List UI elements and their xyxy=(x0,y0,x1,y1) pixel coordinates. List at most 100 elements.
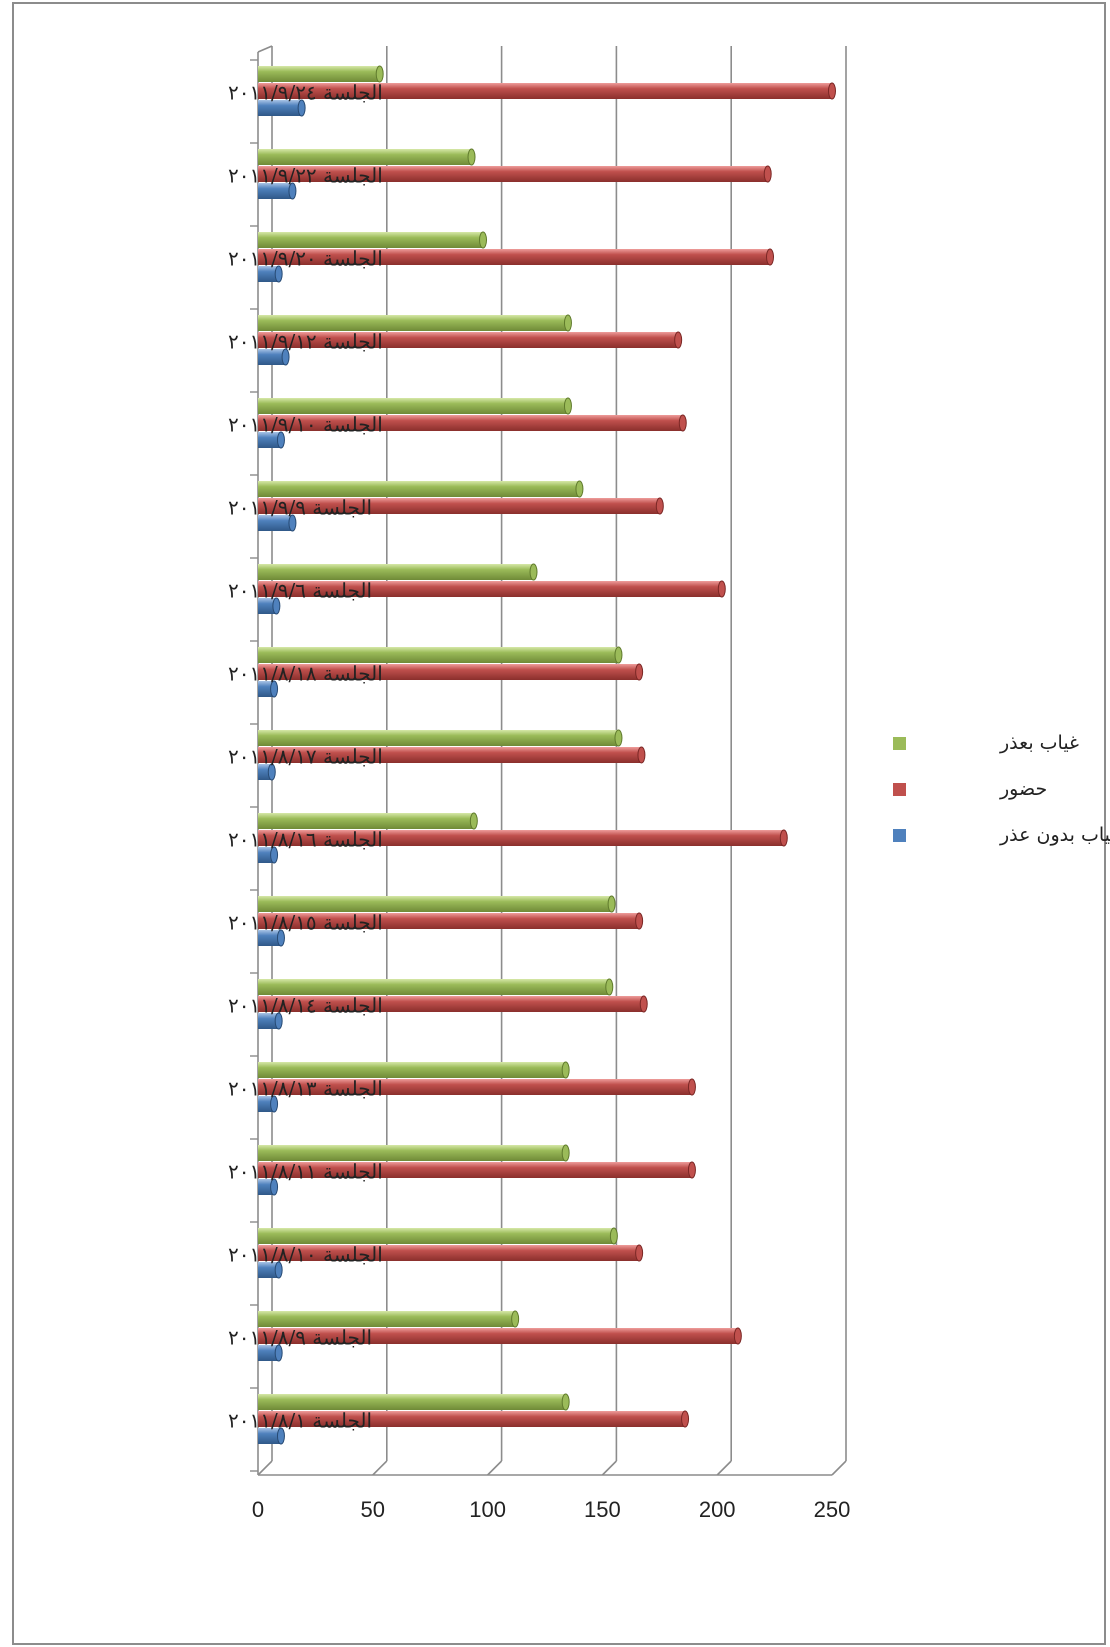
bar-body xyxy=(258,681,275,697)
bar-body xyxy=(258,664,640,680)
category-label: الجلسة ٢٠١١/٨/١٨ xyxy=(228,662,383,686)
legend-swatch xyxy=(893,737,906,750)
bar xyxy=(258,1344,283,1362)
bar xyxy=(258,663,644,681)
bar-cap xyxy=(561,1144,570,1162)
bar-cap xyxy=(288,514,297,532)
bar xyxy=(258,1393,570,1411)
bar-body xyxy=(258,1096,275,1112)
bar-cap xyxy=(733,1327,742,1345)
bar-cap xyxy=(635,663,644,681)
bar xyxy=(258,580,726,598)
bar-body xyxy=(258,1228,614,1244)
x-tick-label: 50 xyxy=(361,1497,385,1522)
bar-cap xyxy=(270,846,279,864)
bar-body xyxy=(258,564,534,580)
bar-body xyxy=(258,996,644,1012)
bar-body xyxy=(258,83,832,99)
bar xyxy=(258,265,283,283)
bar-cap xyxy=(467,148,476,166)
bar-cap xyxy=(479,231,488,249)
bar xyxy=(258,978,614,996)
legend-swatch xyxy=(893,829,906,842)
bar-cap xyxy=(276,431,285,449)
bar-cap xyxy=(276,929,285,947)
bar-cap xyxy=(511,1310,520,1328)
bar xyxy=(258,414,687,432)
bar xyxy=(258,1327,742,1345)
bar-cap xyxy=(678,414,687,432)
x-tick-label: 100 xyxy=(469,1497,506,1522)
bar xyxy=(258,331,683,349)
bar-body xyxy=(258,598,277,614)
bar-cap xyxy=(635,912,644,930)
bar-body xyxy=(258,232,484,248)
bar-body xyxy=(258,847,275,863)
bar xyxy=(258,314,572,332)
bar-body xyxy=(258,1079,692,1095)
bar-cap xyxy=(655,497,664,515)
bar-body xyxy=(258,398,568,414)
bar xyxy=(258,846,279,864)
bar-cap xyxy=(267,763,276,781)
legend-label: غياب بدون عذر xyxy=(999,824,1110,846)
category-label: الجلسة ٢٠١١/٩/١٢ xyxy=(228,330,383,354)
bar-body xyxy=(258,1262,279,1278)
bar xyxy=(258,1261,283,1279)
category-label: الجلسة ٢٠١١/٨/١٣ xyxy=(228,1077,383,1101)
bar-body xyxy=(258,1145,566,1161)
bar xyxy=(258,348,290,366)
bar xyxy=(258,563,538,581)
category-label: الجلسة ٢٠١١/٩/١٠ xyxy=(228,413,383,437)
bar-body xyxy=(258,1345,279,1361)
x-tick-labels: 0 50 100 150 200 250 xyxy=(252,1497,850,1522)
bar xyxy=(258,248,775,266)
bar-cap xyxy=(375,65,384,83)
bar-cap xyxy=(469,812,478,830)
bar-body xyxy=(258,315,568,331)
bar xyxy=(258,1410,690,1428)
x-tick-label: 150 xyxy=(584,1497,621,1522)
bar xyxy=(258,1227,618,1245)
category-label: الجلسة ٢٠١١/٨/١٤ xyxy=(228,994,383,1018)
bar-cap xyxy=(281,348,290,366)
bar xyxy=(258,812,478,830)
legend-item: غياب بدون عذر xyxy=(893,824,1110,846)
bar xyxy=(258,680,279,698)
bar-body xyxy=(258,581,722,597)
bar-cap xyxy=(674,331,683,349)
bar-body xyxy=(258,813,474,829)
bar xyxy=(258,1161,696,1179)
bar xyxy=(258,99,306,117)
bar-body xyxy=(258,1328,738,1344)
bar-body xyxy=(258,183,293,199)
bar-body xyxy=(258,249,771,265)
bar-body xyxy=(258,1062,566,1078)
bar xyxy=(258,729,623,747)
bar-cap xyxy=(605,978,614,996)
bar-body xyxy=(258,930,281,946)
bar xyxy=(258,431,285,449)
floor-edge xyxy=(487,1460,503,1476)
bar-cap xyxy=(717,580,726,598)
bar xyxy=(258,514,297,532)
bar xyxy=(258,480,584,498)
bar-body xyxy=(258,1179,275,1195)
bar-body xyxy=(258,515,293,531)
category-label: الجلسة ٢٠١١/٨/١١ xyxy=(228,1160,383,1184)
bar xyxy=(258,65,384,83)
bar-body xyxy=(258,730,619,746)
legend-item: غياب بعذر xyxy=(893,732,1079,754)
category-label: الجلسة ٢٠١١/٩/٢٤ xyxy=(228,81,383,105)
bar xyxy=(258,1078,696,1096)
bar-cap xyxy=(639,995,648,1013)
bar-cap xyxy=(607,895,616,913)
bar-body xyxy=(258,747,642,763)
bar-body xyxy=(258,979,610,995)
bar-body xyxy=(258,332,679,348)
bar-cap xyxy=(270,1095,279,1113)
legend-swatch xyxy=(893,783,906,796)
bar-cap xyxy=(635,1244,644,1262)
legend-label: غياب بعذر xyxy=(999,732,1079,754)
bar xyxy=(258,182,297,200)
